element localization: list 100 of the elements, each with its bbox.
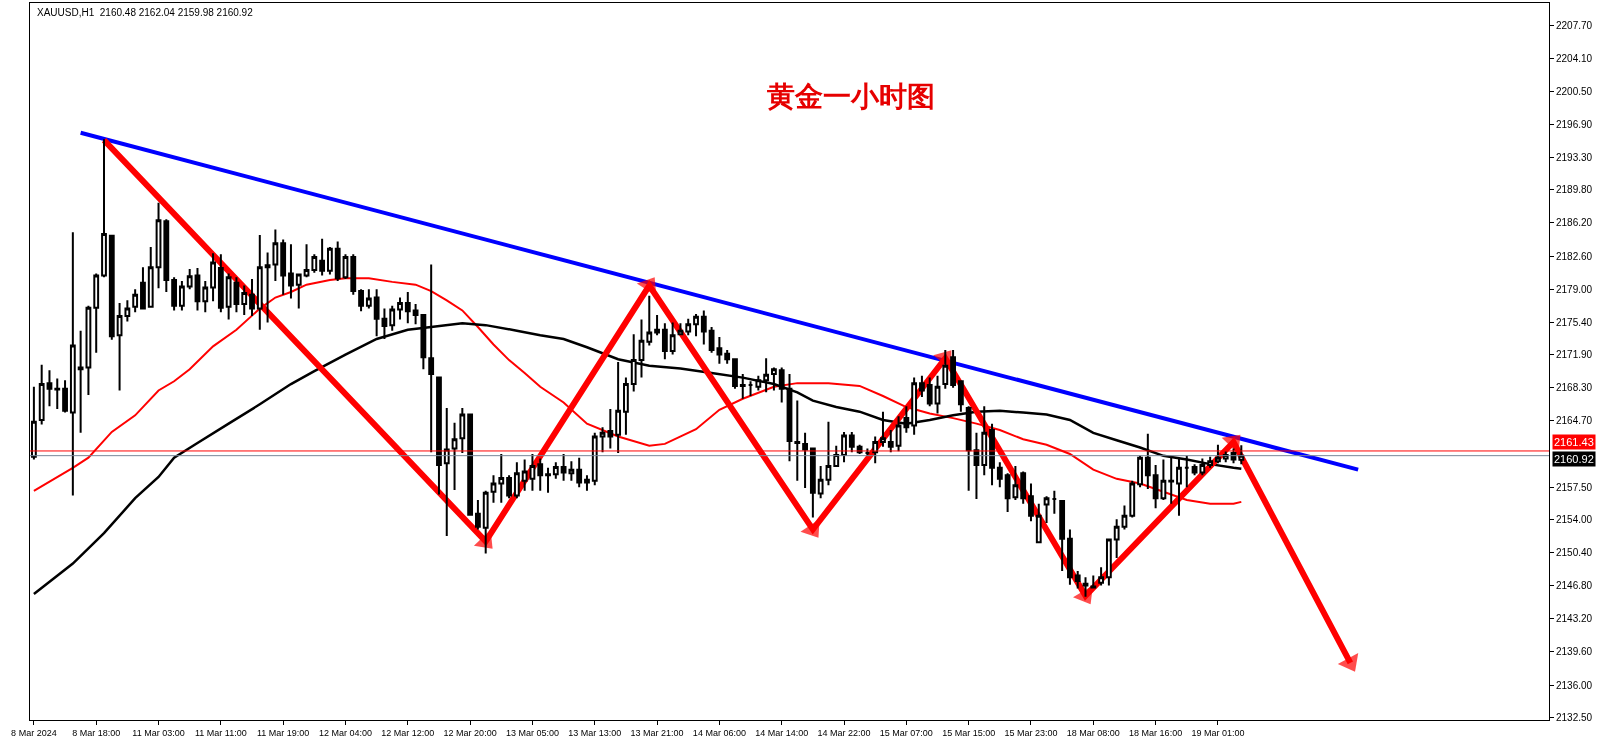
candlestick [529,453,536,492]
candlestick [802,431,808,490]
candlestick [825,420,832,487]
candlestick [93,272,100,354]
candlestick [677,322,684,336]
candlestick [1160,458,1167,502]
point [636,277,657,296]
x-tick-label: 14 Mar 06:00 [692,727,746,738]
candlestick [108,233,115,341]
candlestick [311,253,318,274]
candlestick [1074,569,1081,590]
ref-line-label: 2160.92 [1554,453,1594,465]
candlestick [981,405,988,477]
candlestick [475,499,481,531]
x-tick-label: 12 Mar 04:00 [318,727,372,738]
y-tick-label: 2136.00 [1556,679,1593,691]
candlestick [358,288,364,313]
candlestick [841,430,847,464]
candlestick [903,405,910,434]
y-tick-label: 2150.40 [1556,546,1593,558]
candlestick [957,380,964,413]
y-tick-label: 2139.60 [1556,646,1593,658]
candlestick [794,399,801,482]
y-tick-label: 2200.50 [1556,85,1593,97]
candlestick [436,375,442,496]
candlestick [178,279,185,312]
candlestick [327,245,333,276]
candlestick [778,366,785,404]
candlestick [132,288,139,314]
candlestick [739,372,746,400]
candlestick [303,243,310,279]
candlestick [537,457,544,492]
point [800,518,820,538]
candlestick [77,329,84,434]
candlestick [521,458,528,492]
candlestick [919,374,925,398]
x-tick-label: 18 Mar 08:00 [1066,727,1120,738]
candlestick [1129,479,1136,519]
candlestick [389,304,396,332]
candlestick [443,406,450,537]
candlestick [786,372,793,463]
candlestick [1043,495,1050,525]
candlestick [62,379,68,414]
candlestick [1176,456,1182,517]
ref-line-label: 2161.43 [1554,436,1594,448]
candlestick [942,348,949,390]
candlestick [1207,455,1214,469]
candlestick [210,252,216,303]
text: 黄金一小时图 [766,80,935,113]
candlestick [288,243,294,300]
y-tick-label: 2171.90 [1556,349,1593,361]
candlestick [1035,502,1042,545]
candlestick [350,253,357,296]
candlestick [833,444,840,467]
y-tick-label: 2189.80 [1556,184,1593,196]
candlestick [809,447,816,519]
candlestick [365,288,372,310]
y-tick-label: 2154.00 [1556,513,1593,525]
y-tick-label: 2204.10 [1556,52,1593,64]
candlestick [241,284,248,317]
candlestick [545,466,551,494]
y-tick-label: 2186.20 [1556,217,1593,229]
x-tick-label: 11 Mar 11:00 [195,727,247,738]
candlestick [591,431,598,487]
candlestick [194,267,201,312]
candlestick [685,317,692,337]
candlestick [934,374,941,415]
candlestick [140,266,146,310]
candlestick [171,276,178,312]
candlestick [1168,456,1175,505]
x-tick-label: 14 Mar 14:00 [755,727,809,738]
candlestick [669,321,676,356]
candlestick [482,489,489,555]
x-tick-label: 13 Mar 13:00 [568,727,622,738]
candlestick [459,406,466,455]
candlestick [576,456,583,489]
candlestick [513,461,520,500]
candlestick [1152,464,1159,510]
y-tick-label: 2193.30 [1556,152,1593,164]
candlestick [584,474,590,492]
candlestick [249,278,255,317]
candlestick [700,309,707,346]
candlestick [69,231,76,497]
candlestick [864,447,871,457]
candlestick [872,435,879,465]
candlestick [1222,450,1229,464]
candlestick [880,410,886,448]
candlestick [225,272,232,321]
candlestick [186,268,193,291]
candlestick [989,422,995,487]
x-tick-label: 15 Mar 23:00 [1004,727,1058,738]
candlestick [46,369,53,408]
candlestick [233,276,240,314]
x-tick-label: 11 Mar 19:00 [256,727,310,738]
candlestick [607,407,614,450]
candlestick [747,380,754,398]
candlestick [1051,489,1058,515]
candlestick [926,376,933,408]
candlestick [965,405,972,492]
y-tick-label: 2132.50 [1556,711,1593,723]
